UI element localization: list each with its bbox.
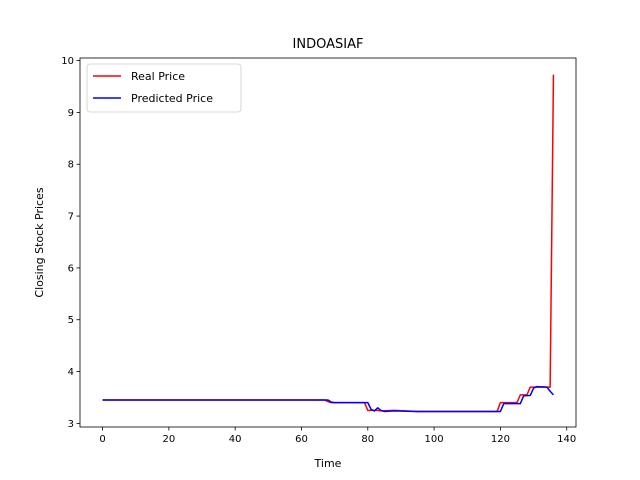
chart-title: INDOASIAF — [293, 37, 364, 52]
y-tick-label: 7 — [68, 212, 74, 223]
x-tick-label: 60 — [295, 434, 308, 445]
legend-label-predicted-price: Predicted Price — [131, 92, 213, 105]
y-tick-label: 8 — [68, 160, 74, 171]
x-tick-label: 100 — [425, 434, 444, 445]
y-axis-label: Closing Stock Prices — [33, 187, 46, 297]
x-axis: 0 20 40 60 80 100 120 140 — [99, 427, 576, 445]
series-line-real-price — [102, 74, 555, 413]
series-line-predicted-price — [102, 385, 555, 413]
y-tick-label: 10 — [61, 56, 74, 67]
y-axis: 3 4 5 6 7 8 9 10 — [61, 56, 80, 430]
legend: Real Price Predicted Price — [86, 63, 242, 113]
x-tick-label: 40 — [229, 434, 242, 445]
legend-label-real-price: Real Price — [131, 70, 185, 83]
x-tick-label: 80 — [361, 434, 374, 445]
y-tick-label: 5 — [68, 315, 74, 326]
legend-box — [86, 63, 242, 113]
x-tick-label: 20 — [162, 434, 175, 445]
x-tick-label: 0 — [99, 434, 105, 445]
y-tick-label: 4 — [68, 367, 74, 378]
x-tick-label: 120 — [491, 434, 510, 445]
y-tick-label: 3 — [68, 419, 74, 430]
x-axis-label: Time — [314, 457, 342, 470]
x-tick-label: 140 — [557, 434, 576, 445]
plot-frame — [79, 57, 577, 428]
y-tick-label: 6 — [68, 263, 74, 274]
plot-area — [102, 74, 555, 413]
y-tick-label: 9 — [68, 108, 74, 119]
